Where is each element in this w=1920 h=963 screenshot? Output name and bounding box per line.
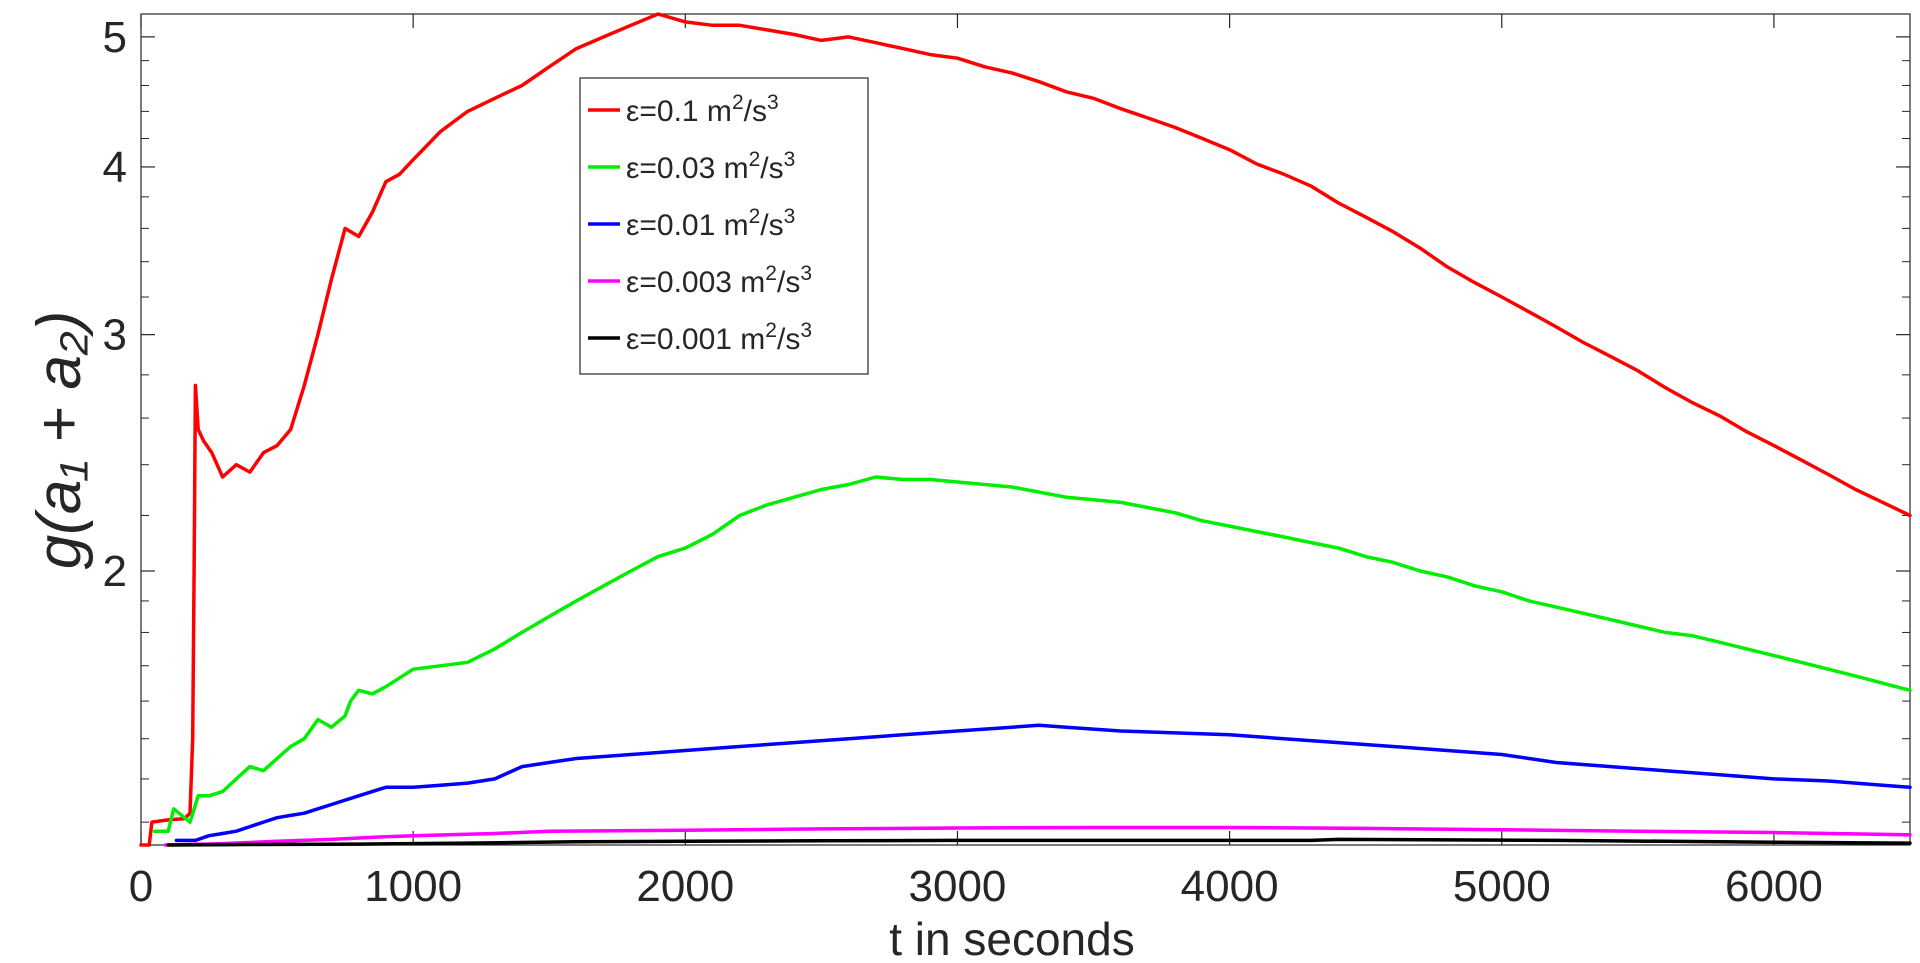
y-tick-label: 2 — [103, 547, 127, 596]
x-tick-label: 1000 — [364, 862, 462, 911]
y-tick-label: 4 — [103, 143, 127, 192]
series-line-2 — [152, 475, 1912, 833]
series-lines — [139, 12, 1912, 847]
legend-entry-label: ε=0.003 m2/s3 — [626, 262, 812, 299]
series-line-5 — [166, 837, 1912, 847]
x-axis-label: t in seconds — [889, 913, 1134, 963]
y-tick-label: 3 — [103, 311, 127, 360]
legend-entry-label: ε=0.001 m2/s3 — [626, 319, 812, 356]
y-tick-label: 5 — [103, 13, 127, 62]
legend-entry-label: ε=0.03 m2/s3 — [626, 148, 795, 185]
x-tick-label: 0 — [129, 862, 153, 911]
series-line-1 — [139, 12, 1912, 847]
x-tick-label: 6000 — [1725, 862, 1823, 911]
x-tick-label: 4000 — [1181, 862, 1279, 911]
series-line-4 — [163, 825, 1912, 847]
legend-box — [579, 77, 869, 375]
legend: ε=0.1 m2/s3 ε=0.03 m2/s3 ε=0.01 m2/s3 ε=0.0… — [579, 77, 869, 375]
x-tick-label: 5000 — [1453, 862, 1551, 911]
tick-labels: 0 1000 2000 3000 4000 5000 6000 2 3 4 5 — [103, 13, 1823, 911]
plot-area-frame — [140, 13, 1911, 846]
legend-entry-label: ε=0.01 m2/s3 — [626, 205, 795, 242]
axis-ticks — [140, 14, 1910, 845]
y-axis-label: g(a₁ + a₂) — [25, 311, 94, 570]
legend-entry-label: ε=0.1 m2/s3 — [626, 91, 779, 128]
x-tick-label: 2000 — [636, 862, 734, 911]
series-line-3 — [174, 723, 1912, 843]
x-tick-label: 3000 — [909, 862, 1007, 911]
